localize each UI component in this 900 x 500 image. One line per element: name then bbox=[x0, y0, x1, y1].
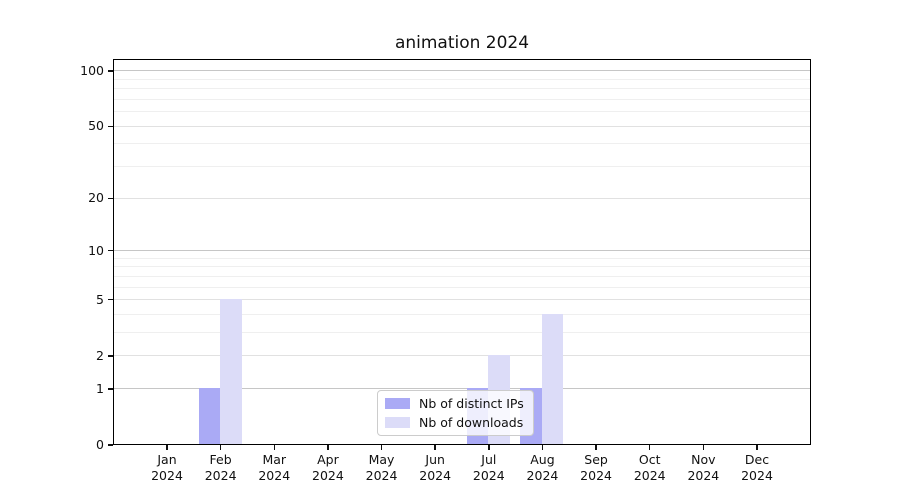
x-axis-tick-label: Oct 2024 bbox=[633, 452, 666, 483]
gridline-y-9 bbox=[114, 257, 810, 259]
gridline-y-40 bbox=[114, 143, 810, 145]
legend-label-distinct-ips: Nb of distinct IPs bbox=[419, 396, 524, 411]
y-axis-tick-label: 1 bbox=[96, 380, 104, 396]
gridline-y-10 bbox=[114, 250, 810, 252]
y-tick-mark-100 bbox=[108, 70, 113, 72]
y-axis-tick-label: 20 bbox=[88, 190, 104, 206]
y-tick-mark-0 bbox=[108, 444, 113, 446]
legend-swatch-distinct-ips bbox=[385, 398, 410, 409]
legend: Nb of distinct IPs Nb of downloads bbox=[377, 390, 534, 436]
x-tick-mark-may bbox=[380, 445, 383, 450]
gridline-y-8 bbox=[114, 266, 810, 268]
legend-item-distinct-ips: Nb of distinct IPs bbox=[385, 396, 524, 411]
x-axis-tick-label: Jun 2024 bbox=[419, 452, 452, 483]
y-axis-tick-label: 50 bbox=[88, 118, 104, 134]
bar-downloads-feb bbox=[220, 299, 242, 445]
x-tick-mark-dec bbox=[756, 445, 758, 450]
y-tick-mark-5 bbox=[108, 299, 113, 301]
gridline-y-4 bbox=[114, 313, 810, 315]
gridline-y-5 bbox=[114, 299, 810, 301]
x-tick-mark-jan bbox=[166, 445, 168, 450]
gridline-y-50 bbox=[114, 125, 810, 127]
plot-area bbox=[113, 59, 811, 445]
x-tick-mark-aug bbox=[541, 445, 544, 450]
chart-title: animation 2024 bbox=[394, 33, 530, 53]
y-axis-tick-label: 100 bbox=[80, 62, 104, 78]
x-axis-tick-label: Sep 2024 bbox=[580, 452, 612, 483]
gridline-y-7 bbox=[114, 275, 810, 277]
x-axis-tick-label: Aug 2024 bbox=[526, 452, 559, 483]
y-tick-mark-2 bbox=[108, 355, 113, 357]
y-axis-tick-label: 5 bbox=[96, 291, 104, 307]
gridline-y-6 bbox=[114, 286, 810, 288]
legend-item-downloads: Nb of downloads bbox=[385, 415, 524, 430]
gridline-y-20 bbox=[114, 197, 810, 199]
x-tick-mark-jun bbox=[434, 445, 436, 450]
gridline-y-100 bbox=[114, 70, 810, 72]
y-axis-tick-label: 0 bbox=[96, 437, 104, 452]
gridline-y-90 bbox=[114, 78, 810, 80]
x-axis-tick-label: Feb 2024 bbox=[204, 452, 237, 483]
x-tick-mark-nov bbox=[702, 445, 705, 450]
x-axis-tick-label: Jan 2024 bbox=[151, 452, 183, 483]
x-axis-tick-label: Apr 2024 bbox=[312, 452, 344, 483]
x-axis-tick-label: Jul 2024 bbox=[472, 452, 505, 483]
x-tick-mark-oct bbox=[649, 445, 651, 450]
x-axis-tick-label: Nov 2024 bbox=[687, 452, 720, 483]
gridline-y-60 bbox=[114, 111, 810, 113]
gridline-y-1 bbox=[114, 388, 810, 390]
x-axis-tick-label: Mar 2024 bbox=[258, 452, 291, 483]
y-tick-mark-1 bbox=[108, 388, 113, 390]
y-tick-mark-10 bbox=[108, 249, 113, 252]
gridline-y-3 bbox=[114, 332, 810, 334]
gridline-y-2 bbox=[114, 355, 810, 357]
gridline-y-30 bbox=[114, 166, 810, 168]
x-axis-tick-label: Dec 2024 bbox=[741, 452, 773, 483]
legend-swatch-downloads bbox=[385, 417, 410, 428]
y-axis-tick-label: 2 bbox=[96, 347, 104, 363]
x-tick-mark-feb bbox=[219, 445, 222, 450]
x-axis-tick-label: May 2024 bbox=[365, 452, 398, 483]
x-tick-mark-apr bbox=[327, 445, 329, 450]
y-tick-mark-50 bbox=[108, 125, 113, 127]
bar-distinct-ips-feb bbox=[198, 388, 221, 445]
x-tick-mark-jul bbox=[488, 445, 490, 450]
x-tick-mark-sep bbox=[595, 445, 597, 450]
y-tick-mark-20 bbox=[108, 197, 113, 199]
legend-label-downloads: Nb of downloads bbox=[419, 415, 524, 430]
x-tick-mark-mar bbox=[273, 445, 275, 450]
y-axis-tick-label: 10 bbox=[88, 242, 104, 258]
gridline-y-80 bbox=[114, 88, 810, 90]
gridline-y-70 bbox=[114, 98, 810, 100]
bar-downloads-aug bbox=[541, 313, 564, 445]
